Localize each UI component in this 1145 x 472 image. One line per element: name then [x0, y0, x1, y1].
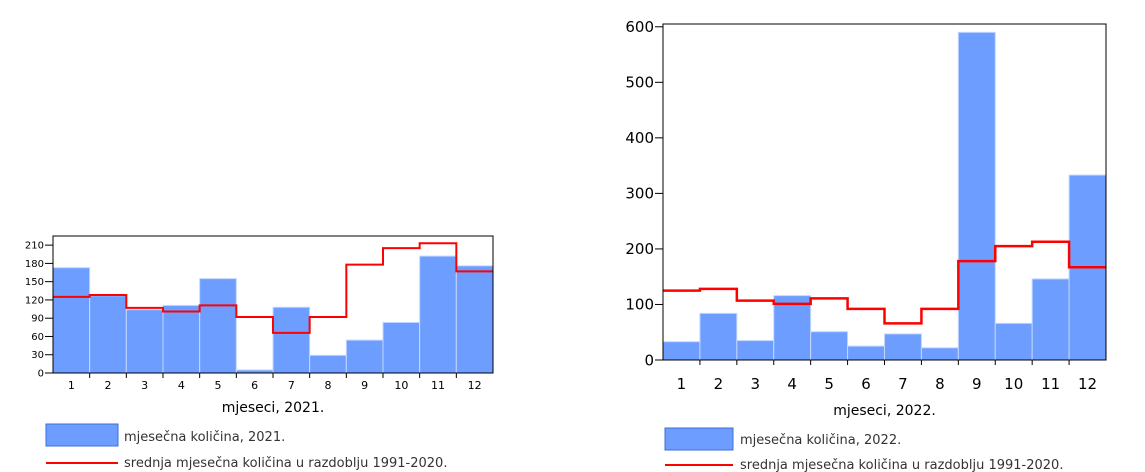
mean-step-line: [53, 242, 493, 334]
x-ticks-2022: 1 2 3 4 5 6 7 8 9 10 11 12: [677, 360, 1097, 393]
x-tick-label: 5: [215, 379, 222, 392]
x-tick-label: 8: [325, 379, 332, 392]
bars-2021: [52, 255, 494, 374]
y-tick-label: 500: [625, 74, 654, 92]
bar-month-2: [699, 312, 738, 361]
bar-month-9: [345, 339, 384, 374]
x-tick-label: 10: [1004, 375, 1023, 393]
x-tick-label: 3: [141, 379, 148, 392]
y-tick-label: 60: [31, 332, 44, 343]
y-tick-label: 200: [625, 240, 654, 258]
bar-month-6: [847, 345, 885, 361]
bar-month-3: [125, 309, 164, 374]
x-tick-label: 5: [824, 375, 834, 393]
legend-2022: mjesečna količina, 2022. srednja mjesečn…: [664, 427, 1063, 472]
y-tick-label: 90: [31, 314, 44, 325]
x-tick-label: 6: [861, 375, 871, 393]
mean-line-2022: [663, 240, 1106, 325]
x-tick-label: 2: [105, 379, 112, 392]
x-tick-label: 7: [898, 375, 908, 393]
bar-month-10: [994, 322, 1033, 361]
x-axis-label-2022: mjeseci, 2022.: [833, 403, 936, 419]
y-tick-label: 30: [31, 350, 44, 361]
x-tick-label: 8: [935, 375, 945, 393]
x-tick-label: 12: [468, 379, 482, 392]
bar-month-5: [199, 278, 237, 374]
bar-month-7: [884, 333, 922, 361]
legend-label-bar-2021: mjesečna količina, 2021.: [124, 430, 285, 445]
bar-month-8: [309, 354, 347, 374]
y-tick-label: 0: [644, 351, 654, 369]
bar-month-1: [662, 341, 701, 361]
bar-month-4: [162, 304, 201, 374]
bar-month-1: [52, 267, 91, 374]
x-tick-label: 11: [1041, 375, 1060, 393]
bar-month-4: [773, 295, 812, 361]
y-tick-label: 210: [25, 241, 44, 252]
y-tick-label: 400: [625, 129, 654, 147]
bar-month-7: [272, 306, 311, 374]
y-tick-label: 0: [38, 369, 44, 380]
bar-month-3: [736, 340, 775, 361]
bar-month-11: [419, 255, 457, 374]
x-tick-label: 1: [68, 379, 75, 392]
legend-label-line-2021: srednja mjesečna količina u razdoblju 19…: [124, 456, 447, 471]
x-tick-label: 12: [1078, 375, 1097, 393]
y-tick-label: 300: [625, 185, 654, 203]
bar-month-11: [1031, 278, 1070, 361]
mean-line-2021: [53, 242, 493, 334]
y-tick-label: 150: [25, 277, 44, 288]
bars-2022: [662, 31, 1107, 361]
x-ticks-2021: 1 2 3 4 5 6 7 8 9 10 11 12: [68, 373, 482, 392]
x-tick-label: 11: [431, 379, 445, 392]
y-ticks-2021: 0 30 60 90 120 150 180 210: [25, 241, 53, 380]
x-tick-label: 6: [251, 379, 258, 392]
y-tick-label: 100: [625, 296, 654, 314]
x-tick-label: 9: [361, 379, 368, 392]
bar-month-12: [455, 265, 494, 374]
legend-2021: mjesečna količina, 2021. srednja mjesečn…: [45, 423, 447, 471]
y-tick-label: 120: [25, 295, 44, 306]
legend-swatch-bar-2021: [45, 423, 119, 447]
bar-month-10: [382, 321, 421, 374]
bar-month-2: [89, 295, 127, 374]
legend-swatch-bar-2022: [664, 427, 734, 451]
bar-month-5: [810, 331, 849, 361]
x-tick-label: 4: [787, 375, 797, 393]
x-tick-label: 4: [178, 379, 185, 392]
x-tick-label: 3: [751, 375, 761, 393]
x-tick-label: 1: [677, 375, 687, 393]
x-tick-label: 10: [394, 379, 408, 392]
legend-label-bar-2022: mjesečna količina, 2022.: [740, 433, 901, 448]
legend-label-line-2022: srednja mjesečna količina u razdoblju 19…: [740, 458, 1063, 472]
x-tick-label: 2: [714, 375, 724, 393]
x-tick-label: 9: [972, 375, 982, 393]
bar-month-9: [957, 31, 996, 361]
x-axis-label-2021: mjeseci, 2021.: [222, 400, 325, 416]
mean-step-line: [663, 240, 1106, 325]
y-tick-label: 600: [625, 18, 654, 36]
bar-month-8: [920, 347, 959, 361]
x-tick-label: 7: [288, 379, 295, 392]
y-tick-label: 180: [25, 259, 44, 270]
y-ticks-2022: 0 100 200 300 400 500 600: [625, 18, 663, 369]
